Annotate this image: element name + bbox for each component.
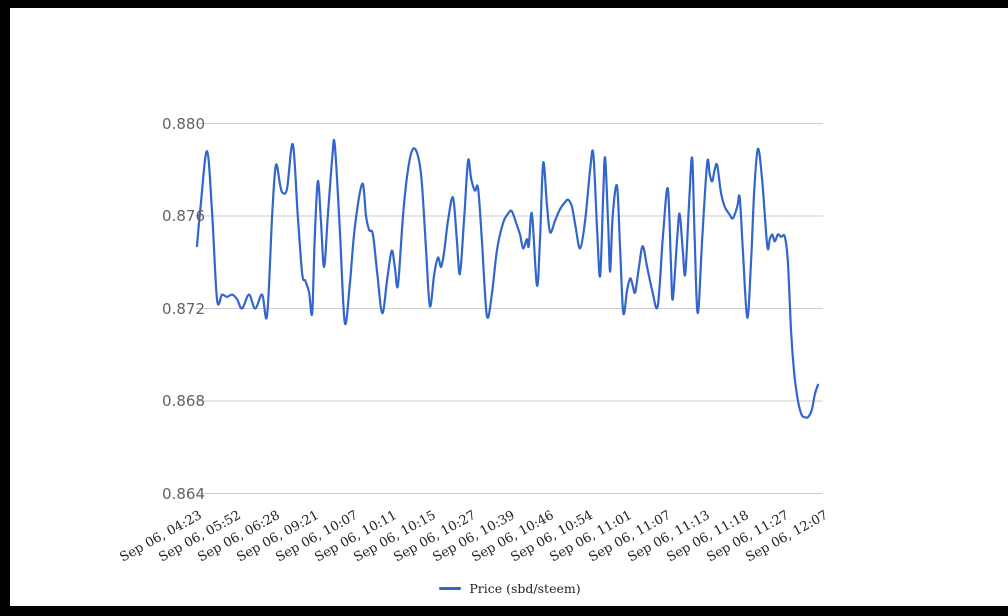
y-tick-label: 0.868 bbox=[162, 392, 205, 410]
page-frame-top bbox=[0, 0, 1008, 8]
price-line-series bbox=[195, 138, 820, 419]
page-frame-left bbox=[0, 0, 10, 616]
page-frame-bottom bbox=[0, 606, 1008, 616]
y-tick-label: 0.876 bbox=[162, 207, 205, 225]
legend-series-label[interactable]: Price (sbd/steem) bbox=[469, 581, 581, 596]
y-tick-label: 0.880 bbox=[162, 114, 205, 133]
y-tick-label: 0.864 bbox=[162, 484, 205, 503]
y-tick-label: 0.872 bbox=[162, 299, 205, 318]
legend: Price (sbd/steem) bbox=[197, 581, 823, 596]
legend-line-swatch bbox=[439, 587, 462, 590]
gridlines bbox=[196, 123, 823, 494]
